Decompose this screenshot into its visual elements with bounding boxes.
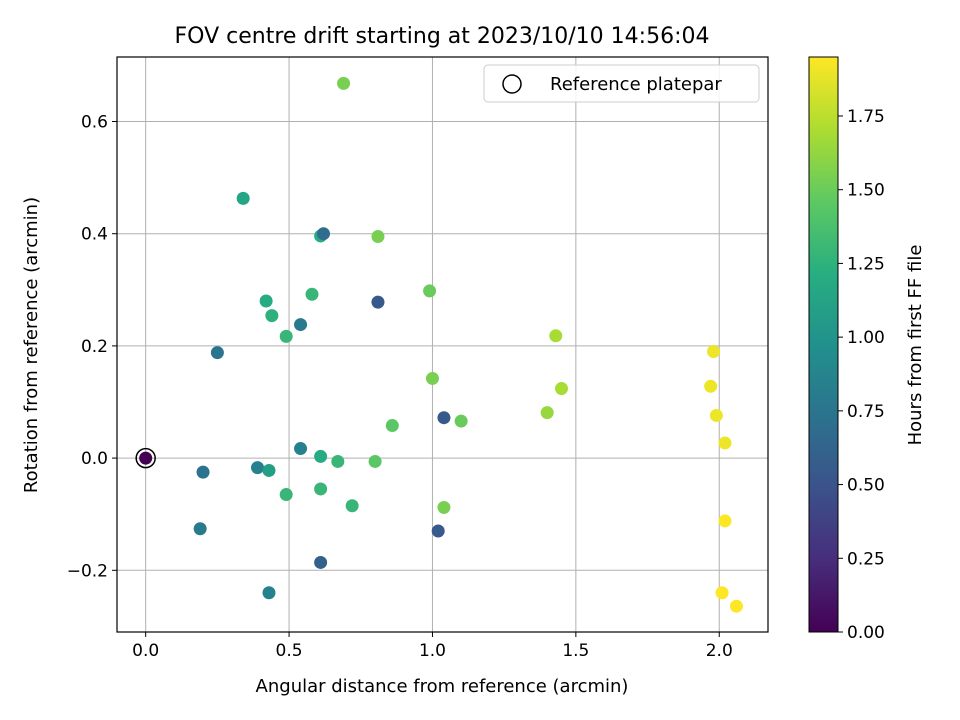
data-point <box>196 465 210 479</box>
data-point <box>314 449 328 463</box>
legend: Reference platepar <box>483 64 760 103</box>
legend-entry: Reference platepar <box>550 74 722 95</box>
data-point <box>294 318 308 332</box>
data-point <box>294 442 308 456</box>
data-point <box>555 382 569 396</box>
colorbar-label: Hours from first FF file <box>905 245 926 446</box>
data-point <box>431 524 445 538</box>
x-tick-label: 0.0 <box>132 641 159 661</box>
colorbar-tick-label: 1.00 <box>847 328 885 348</box>
y-axis-ticks: −0.2 0.0 0.2 0.4 0.6 <box>67 113 117 581</box>
colorbar-gradient <box>808 56 839 633</box>
data-point <box>704 379 718 393</box>
plot-frame <box>116 56 769 633</box>
grid <box>117 57 768 632</box>
data-point <box>193 522 207 536</box>
y-tick-label: 0.0 <box>81 449 108 469</box>
colorbar-tick-label: 1.25 <box>847 254 885 274</box>
data-point <box>425 371 439 385</box>
reference-marker-layer <box>135 447 156 469</box>
y-axis-label: Rotation from reference (arcmin) <box>21 197 42 493</box>
y-tick-label: 0.4 <box>81 225 108 245</box>
data-point <box>729 599 743 613</box>
data-point <box>316 227 330 241</box>
data-point <box>139 451 153 465</box>
data-point <box>259 294 273 308</box>
data-point <box>385 419 399 433</box>
data-point <box>540 406 554 420</box>
data-point <box>251 461 265 475</box>
data-point <box>715 586 729 600</box>
data-point <box>371 230 385 244</box>
data-point <box>314 482 328 496</box>
y-tick-label: −0.2 <box>67 561 108 581</box>
data-point <box>371 295 385 309</box>
data-point <box>331 454 345 468</box>
data-point <box>262 463 276 477</box>
legend-box <box>483 64 760 103</box>
data-point <box>210 346 224 360</box>
x-tick-label: 1.0 <box>419 641 446 661</box>
data-point <box>314 555 328 569</box>
data-point <box>345 499 359 513</box>
data-point <box>265 309 279 323</box>
data-point <box>423 284 437 298</box>
colorbar-tick-label: 0.50 <box>847 476 885 496</box>
x-tick-label: 2.0 <box>706 641 733 661</box>
data-point <box>718 514 732 528</box>
x-axis-ticks: 0.0 0.5 1.0 1.5 2.0 <box>132 632 733 661</box>
data-point <box>437 411 451 425</box>
reference-platepar-marker <box>135 447 156 469</box>
legend-marker <box>502 74 522 94</box>
data-point <box>454 414 468 428</box>
x-axis-label: Angular distance from reference (arcmin) <box>256 676 629 697</box>
data-point <box>279 329 293 343</box>
colorbar-tick-label: 1.75 <box>847 107 885 127</box>
data-point <box>279 488 293 502</box>
data-point <box>368 454 382 468</box>
data-point <box>337 76 351 90</box>
data-point <box>262 586 276 600</box>
data-point <box>549 329 563 343</box>
data-point <box>709 408 723 422</box>
y-tick-label: 0.6 <box>81 113 108 133</box>
x-tick-label: 0.5 <box>276 641 303 661</box>
colorbar-tick-label: 0.75 <box>847 402 885 422</box>
y-tick-label: 0.2 <box>81 337 108 357</box>
data-points <box>139 76 743 613</box>
data-point <box>437 500 451 514</box>
data-point <box>305 287 319 301</box>
colorbar-tick-label: 0.25 <box>847 549 885 569</box>
data-point <box>707 345 721 359</box>
data-point <box>236 191 250 205</box>
colorbar: 0.00 0.25 0.50 0.75 1.00 1.25 1.50 1.75 Hours f… <box>808 56 926 643</box>
colorbar-tick-label: 1.50 <box>847 181 885 201</box>
chart-title: FOV centre drift starting at 2023/10/10 … <box>175 24 710 49</box>
colorbar-ticks: 0.00 0.25 0.50 0.75 1.00 1.25 1.50 1.75 <box>838 107 885 643</box>
data-point <box>718 436 732 450</box>
colorbar-tick-label: 0.00 <box>847 623 885 643</box>
x-tick-label: 1.5 <box>562 641 589 661</box>
